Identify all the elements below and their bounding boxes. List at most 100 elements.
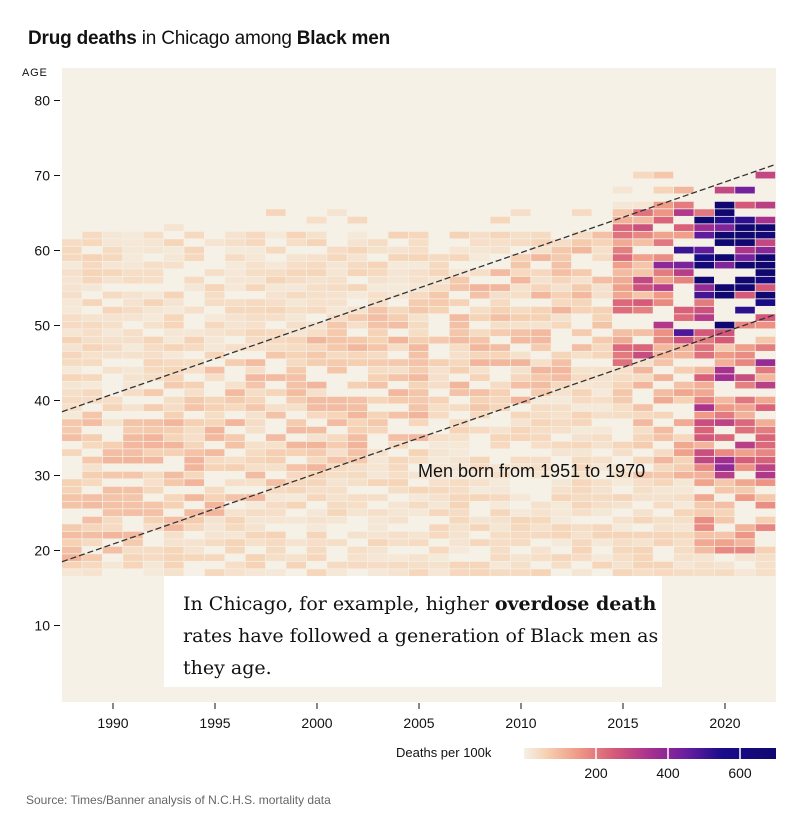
heatmap-cell [653,516,674,524]
heatmap-cell [572,509,592,516]
heatmap-cell [225,419,245,426]
color-legend [524,748,776,759]
heatmap-cell [551,449,572,456]
heatmap-cell [347,456,368,464]
heatmap-cell [164,344,184,351]
heatmap-cell [266,284,286,291]
heatmap-cell [612,209,633,216]
heatmap-cell [714,546,735,554]
heatmap-cell [327,336,347,344]
heatmap-cell [266,314,286,321]
heatmap-cell [408,306,429,314]
heatmap-cell [694,366,714,374]
heatmap-cell [551,554,572,561]
heatmap-cell [225,321,245,329]
heatmap-cell [82,479,102,486]
heatmap-cell [286,389,306,396]
heatmap-cell [347,344,368,351]
heatmap-cell [674,261,694,269]
heatmap-cell [245,501,266,509]
heatmap-cell [388,479,408,486]
heatmap-cell [388,321,408,329]
heatmap-cell [694,426,714,434]
heatmap-cell [674,539,694,546]
heatmap-cell [592,494,612,501]
heatmap-cell [408,449,429,456]
heatmap-cell [633,299,653,306]
heatmap-cell [327,449,347,456]
heatmap-cell [633,479,653,486]
heatmap-cell [184,456,204,464]
heatmap-cell [510,456,531,464]
heatmap-cell [714,186,735,194]
heatmap-cell [612,554,633,561]
heatmap-cell [510,516,531,524]
heatmap-cell [204,509,225,516]
heatmap-cell [368,261,388,269]
heatmap-cell [164,306,184,314]
heatmap-cell [633,554,653,561]
y-tick-label: 20 [34,543,50,559]
heatmap-cell [510,291,531,299]
heatmap-cell [694,411,714,419]
heatmap-cell [551,261,572,269]
heatmap-cell [184,336,204,344]
heatmap-cell [714,509,735,516]
heatmap-cell [368,276,388,284]
heatmap-cell [327,456,347,464]
heatmap-cell [82,284,102,291]
heatmap-cell [470,411,490,419]
heatmap-cell [327,351,347,359]
heatmap-cell [470,471,490,479]
heatmap-cell [164,261,184,269]
heatmap-cell [408,471,429,479]
heatmap-cell [245,494,266,501]
heatmap-cell [306,216,327,224]
heatmap-cell [470,231,490,239]
heatmap-cell [572,239,592,246]
heatmap-cell [143,434,164,441]
heatmap-cell [225,396,245,404]
heatmap-cell [82,531,102,539]
heatmap-cell [388,254,408,261]
heatmap-cell [164,239,184,246]
heatmap-cell [245,314,266,321]
heatmap-cell [204,344,225,351]
heatmap-cell [694,231,714,239]
heatmap-cell [694,501,714,509]
heatmap-cell [714,434,735,441]
heatmap-cell [245,464,266,471]
heatmap-cell [306,291,327,299]
y-tick-label: 60 [34,243,50,259]
heatmap-cell [123,314,143,321]
heatmap-cell [245,231,266,239]
heatmap-cell [143,426,164,434]
heatmap-cell [102,276,123,284]
heatmap-cell [184,539,204,546]
heatmap-cell [245,524,266,531]
heatmap-cell [551,276,572,284]
heatmap-cell [408,321,429,329]
heatmap-cell [572,441,592,449]
heatmap-cell [612,351,633,359]
heatmap-cell [266,276,286,284]
heatmap-cell [674,441,694,449]
y-tick-label: 50 [34,318,50,334]
heatmap-cell [266,261,286,269]
heatmap-cell [653,201,674,209]
heatmap-cell [449,516,470,524]
heatmap-cell [694,299,714,306]
heatmap-cell [592,321,612,329]
heatmap-cell [674,531,694,539]
heatmap-cell [653,486,674,494]
heatmap-cell [388,306,408,314]
heatmap-cell [123,561,143,569]
heatmap-cell [633,471,653,479]
heatmap-cell [755,336,776,344]
heatmap-cell [327,471,347,479]
heatmap-cell [408,501,429,509]
legend-tick-200: 200 [584,765,608,781]
heatmap-cell [470,284,490,291]
heatmap-cell [531,321,551,329]
heatmap-cell [633,366,653,374]
